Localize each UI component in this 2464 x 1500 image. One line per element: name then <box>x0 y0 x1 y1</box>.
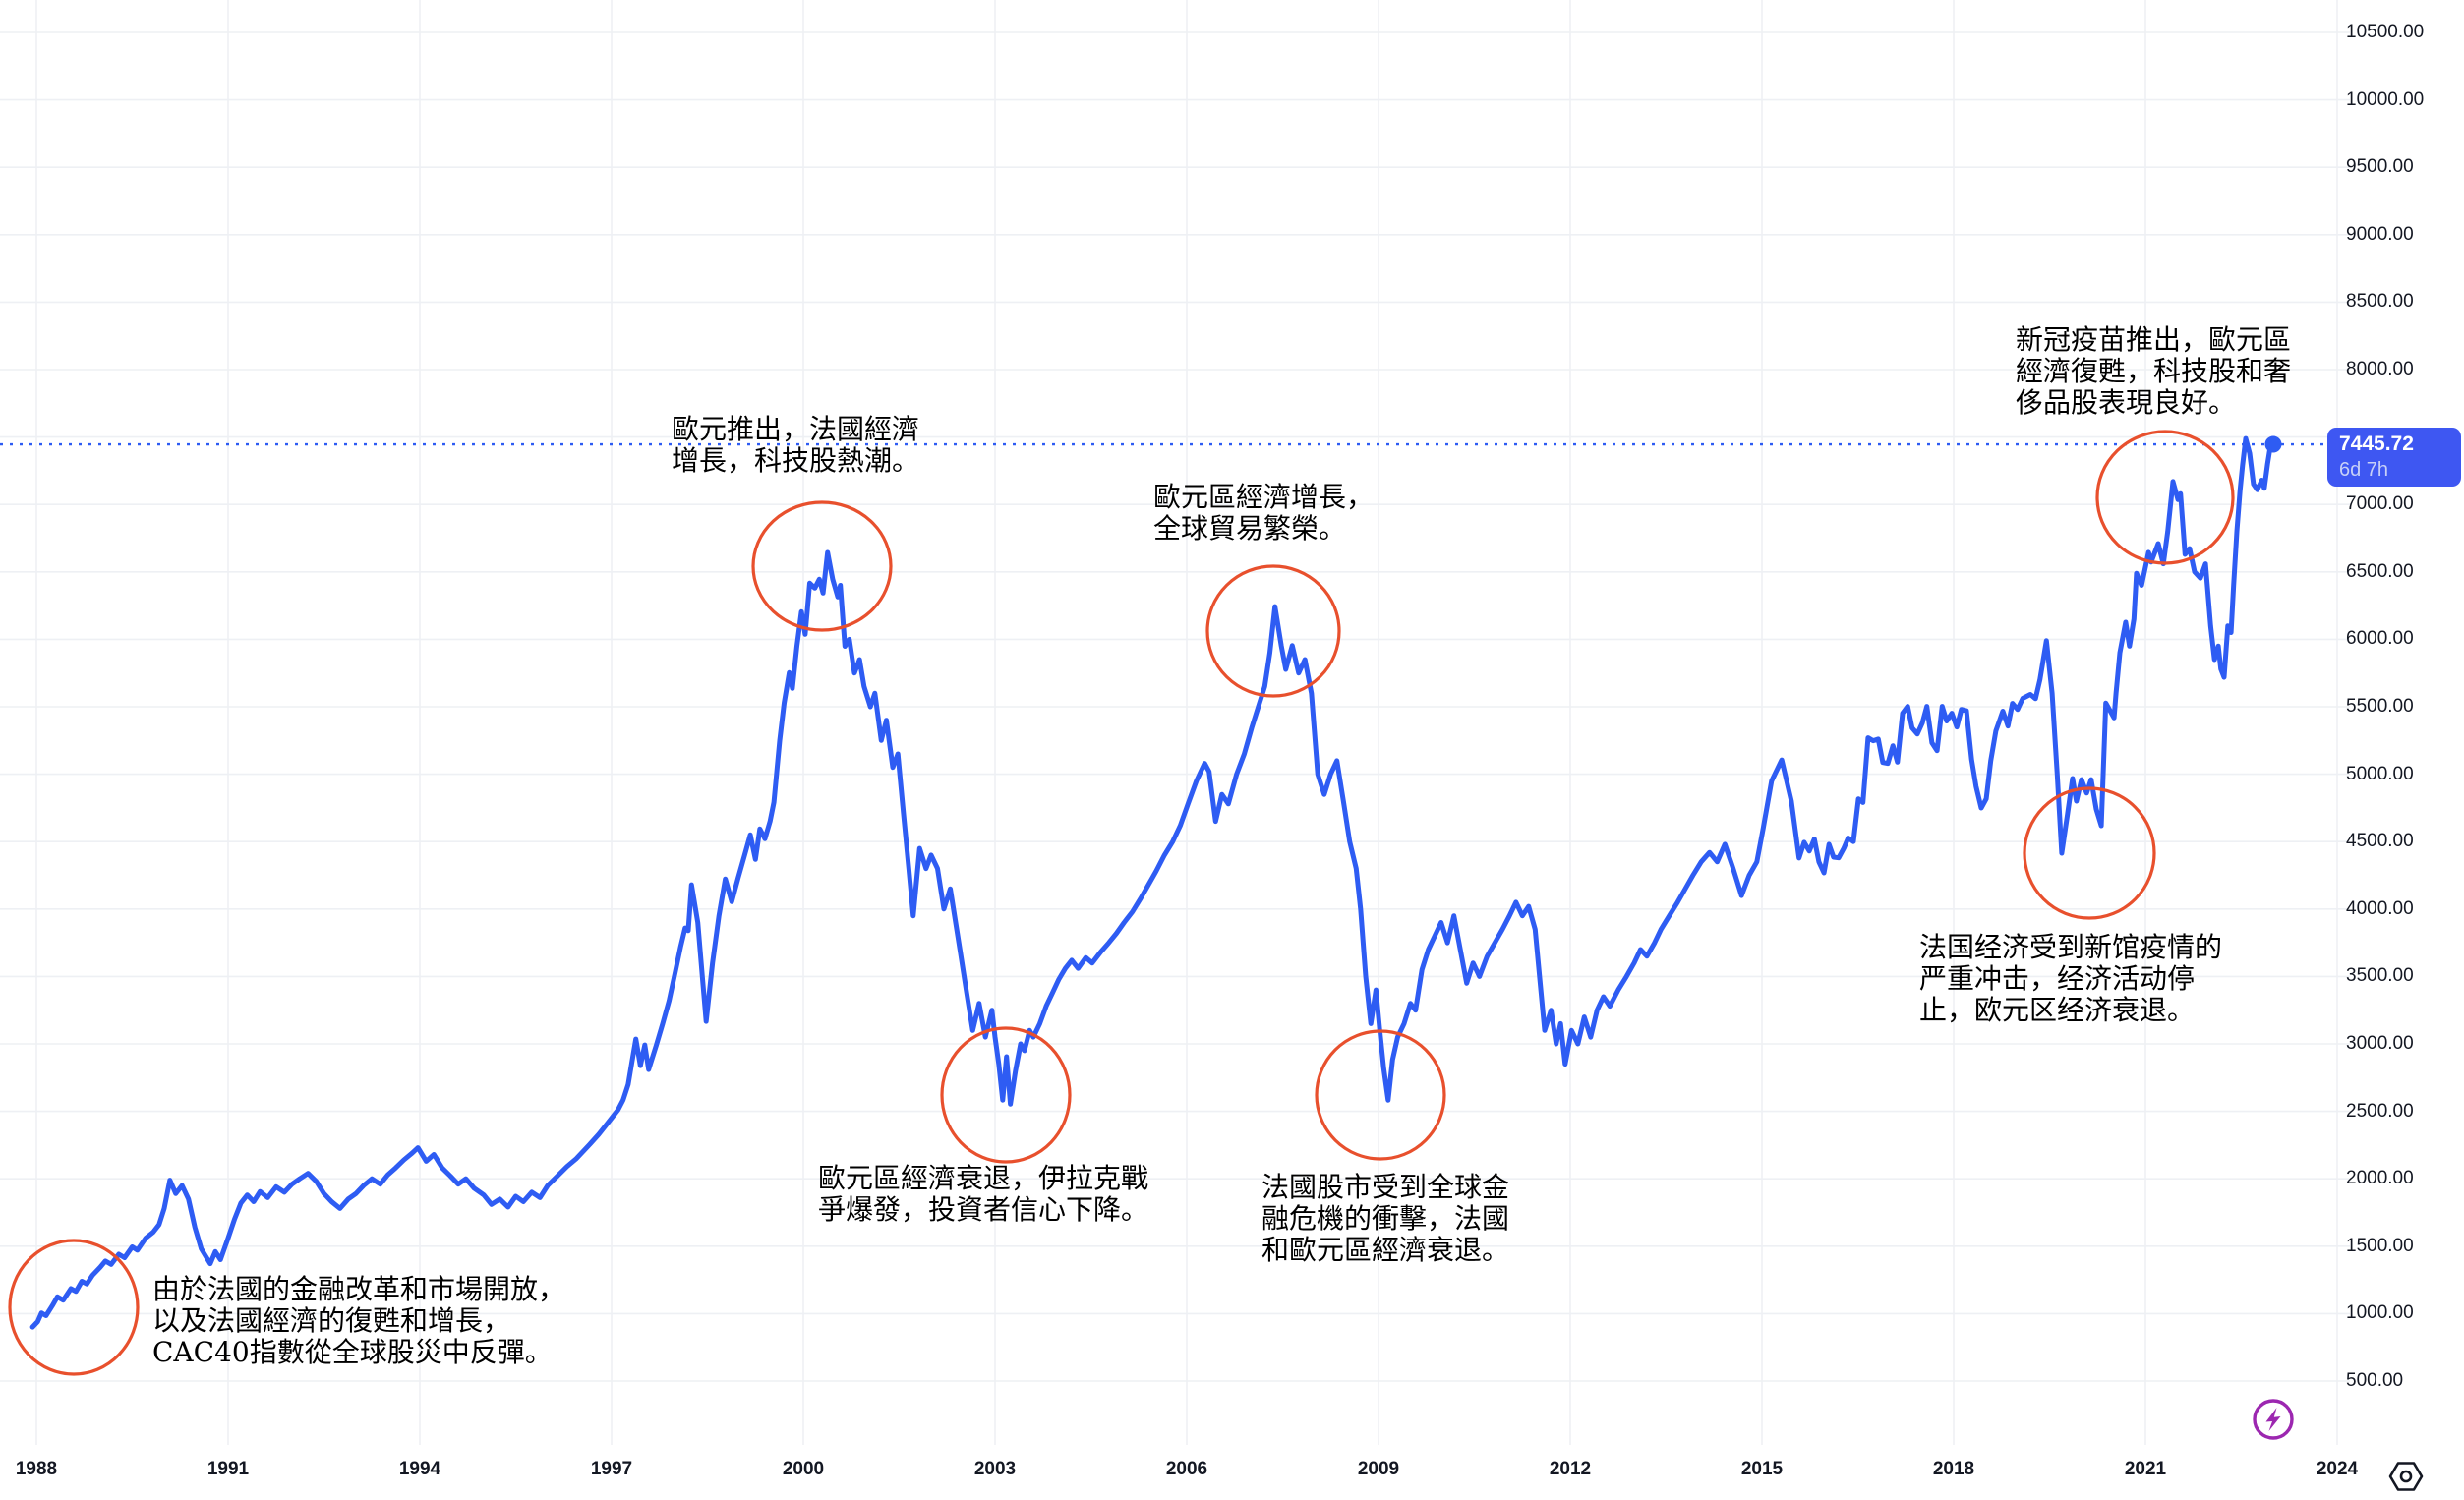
price-axis-label: 3000.00 <box>2346 1033 2414 1054</box>
price-axis-label: 1500.00 <box>2346 1235 2414 1256</box>
annotation-note-line: 法国经济受到新馆疫情的 <box>1919 931 2223 963</box>
price-axis-label: 2500.00 <box>2346 1100 2414 1122</box>
last-price-dot <box>2264 435 2282 453</box>
highlight-circle[interactable] <box>1315 1029 1446 1161</box>
annotation-note-line: 歐元區經濟增長， <box>1153 481 1375 513</box>
annotation-note-line: 新冠疫苗推出，歐元區 <box>2016 323 2292 356</box>
time-axis-label: 2021 <box>2124 1459 2167 1479</box>
price-axis-label: 8500.00 <box>2346 291 2414 313</box>
price-line[interactable] <box>29 435 2276 1330</box>
highlight-circle[interactable] <box>940 1026 1072 1164</box>
annotation-note-line: CAC40指數從全球股災中反彈。 <box>152 1336 553 1368</box>
time-axis-label: 2006 <box>1165 1459 1208 1479</box>
annotation-note-line: 爭爆發，投資者信心下降。 <box>818 1193 1149 1226</box>
time-axis-label: 2000 <box>782 1459 825 1479</box>
annotation-note[interactable]: 歐元區經濟衰退，伊拉克戰 爭爆發，投資者信心下降。 <box>818 1163 1148 1226</box>
price-axis-label: 2000.00 <box>2346 1168 2414 1189</box>
annotation-note-line: 歐元區經濟衰退，伊拉克戰 <box>818 1162 1149 1194</box>
annotation-note-line: 法國股市受到全球金 <box>1261 1171 1510 1203</box>
annotation-note-line: 以及法國經濟的復甦和增長， <box>152 1304 511 1337</box>
annotation-note[interactable]: 歐元區經濟增長， 全球貿易繁榮。 <box>1153 482 1374 545</box>
annotation-note-line: 和歐元區經濟衰退。 <box>1261 1234 1510 1266</box>
time-axis-label: 2024 <box>2316 1459 2359 1479</box>
time-axis-label: 2012 <box>1549 1459 1592 1479</box>
price-axis-label: 6000.00 <box>2346 628 2414 650</box>
time-axis-label: 1991 <box>206 1459 250 1479</box>
highlight-circle[interactable] <box>2023 786 2156 920</box>
price-axis-label: 6500.00 <box>2346 560 2414 582</box>
annotation-note[interactable]: 由於法國的金融改革和市場開放， 以及法國經濟的復甦和增長， CAC40指數從全球股災… <box>152 1274 565 1368</box>
annotation-note-line: 融危機的衝擊，法國 <box>1261 1202 1510 1235</box>
settings-hexagon-icon[interactable] <box>2387 1459 2425 1494</box>
price-axis-label: 5500.00 <box>2346 696 2414 717</box>
price-axis-label: 8000.00 <box>2346 359 2414 379</box>
annotation-note-line: 歐元推出，法國經濟 <box>672 413 920 445</box>
lightning-icon[interactable] <box>2252 1398 2295 1441</box>
time-axis-label: 2003 <box>973 1459 1017 1479</box>
annotation-note-line: 止，欧元区经济衰退。 <box>1919 994 2196 1026</box>
price-axis-label: 5000.00 <box>2346 763 2414 784</box>
annotation-note[interactable]: 歐元推出，法國經濟 增長，科技股熱潮。 <box>672 414 919 477</box>
annotation-note-line: 严重冲击，经济活动停 <box>1919 962 2196 995</box>
annotation-note-line: 增長，科技股熱潮。 <box>672 444 920 477</box>
highlight-circle[interactable] <box>1205 564 1341 698</box>
time-axis-label: 2009 <box>1357 1459 1400 1479</box>
annotation-note-line: 經濟復甦，科技股和奢 <box>2016 355 2292 387</box>
time-axis-label: 1997 <box>590 1459 633 1479</box>
annotation-note-line: 侈品股表現良好。 <box>2016 386 2237 419</box>
price-axis-label: 3500.00 <box>2346 965 2414 987</box>
bar-countdown: 6d 7h <box>2339 459 2389 482</box>
price-axis-label: 7000.00 <box>2346 493 2414 515</box>
annotation-note-line: 全球貿易繁榮。 <box>1153 512 1347 545</box>
time-axis-label: 1994 <box>398 1459 441 1479</box>
time-axis-label: 2018 <box>1932 1459 1975 1479</box>
current-price-value: 7445.72 <box>2339 433 2414 456</box>
price-axis-label: 9500.00 <box>2346 156 2414 178</box>
price-axis-label: 10000.00 <box>2346 88 2425 110</box>
highlight-circle[interactable] <box>2095 430 2235 565</box>
annotation-note[interactable]: 法国经济受到新馆疫情的 严重冲击，经济活动停 止，欧元区经济衰退。 <box>1919 932 2222 1026</box>
annotation-note-line: 由於法國的金融改革和市場開放， <box>152 1273 566 1305</box>
price-axis-label: 4000.00 <box>2346 897 2414 919</box>
time-axis-label: 1988 <box>15 1459 58 1479</box>
highlight-circle[interactable] <box>751 500 893 632</box>
price-axis-label: 4500.00 <box>2346 831 2414 852</box>
price-axis-label: 9000.00 <box>2346 223 2414 245</box>
price-axis-label: 1000.00 <box>2346 1302 2414 1324</box>
highlight-circle[interactable] <box>8 1239 140 1376</box>
price-axis-label: 500.00 <box>2346 1370 2404 1391</box>
time-axis-label: 2015 <box>1740 1459 1784 1479</box>
annotation-note[interactable]: 法國股市受到全球金 融危機的衝擊，法國 和歐元區經濟衰退。 <box>1261 1172 1509 1266</box>
price-axis-label: 10500.00 <box>2346 22 2425 42</box>
current-price-badge: 7445.72 6d 7h <box>2327 428 2461 488</box>
annotation-note[interactable]: 新冠疫苗推出，歐元區 經濟復甦，科技股和奢 侈品股表現良好。 <box>2016 324 2291 419</box>
